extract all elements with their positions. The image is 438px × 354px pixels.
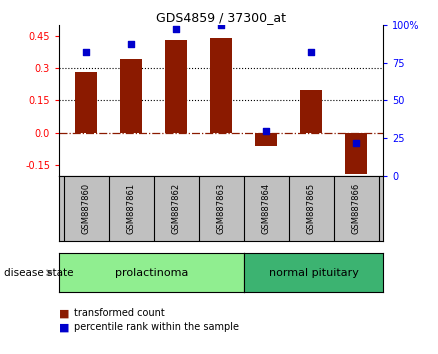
Point xyxy=(173,27,180,32)
Text: GSM887865: GSM887865 xyxy=(307,183,316,234)
Point xyxy=(353,140,360,145)
Bar xyxy=(300,90,322,133)
Bar xyxy=(120,59,142,133)
Text: GSM887866: GSM887866 xyxy=(352,183,361,234)
Text: disease state: disease state xyxy=(4,268,74,278)
Text: prolactinoma: prolactinoma xyxy=(115,268,188,278)
Text: ■: ■ xyxy=(59,322,70,332)
Bar xyxy=(165,40,187,133)
Text: GSM887862: GSM887862 xyxy=(172,183,180,234)
Point xyxy=(83,49,90,55)
Bar xyxy=(210,38,233,133)
Text: percentile rank within the sample: percentile rank within the sample xyxy=(74,322,240,332)
Bar xyxy=(345,133,367,174)
Point xyxy=(127,42,134,47)
Text: ■: ■ xyxy=(59,308,70,318)
Bar xyxy=(255,133,277,146)
Text: GSM887863: GSM887863 xyxy=(217,183,226,234)
Text: transformed count: transformed count xyxy=(74,308,165,318)
Bar xyxy=(75,72,97,133)
Point xyxy=(263,128,270,133)
Title: GDS4859 / 37300_at: GDS4859 / 37300_at xyxy=(156,11,286,24)
Text: normal pituitary: normal pituitary xyxy=(269,268,359,278)
Text: GSM887864: GSM887864 xyxy=(262,183,271,234)
FancyArrowPatch shape xyxy=(47,270,51,275)
Text: GSM887860: GSM887860 xyxy=(81,183,91,234)
Point xyxy=(308,49,315,55)
Text: GSM887861: GSM887861 xyxy=(127,183,136,234)
Point xyxy=(218,22,225,28)
